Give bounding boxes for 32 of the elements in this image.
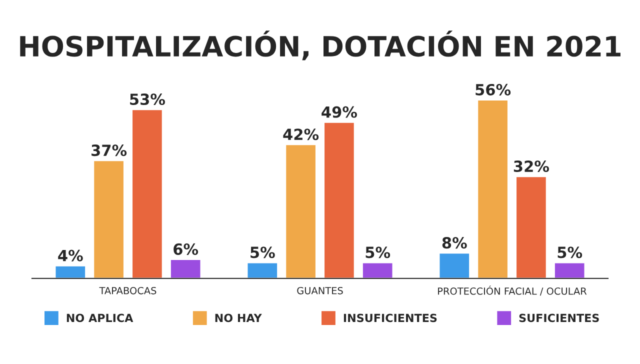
bar — [131, 108, 164, 278]
data-label: 5% — [250, 246, 275, 258]
legend-label: NO HAY — [215, 314, 262, 322]
data-label: 32% — [514, 160, 549, 172]
x-tick-label: TAPABOCAS — [99, 286, 156, 294]
bar — [554, 262, 586, 278]
data-label: 56% — [476, 84, 511, 96]
data-label: 5% — [366, 246, 390, 258]
bar — [246, 262, 278, 278]
data-label: 42% — [283, 128, 319, 140]
x-tick-label: GUANTES — [297, 286, 343, 294]
data-label: 4% — [58, 250, 83, 262]
data-label: 8% — [442, 237, 467, 249]
bar — [515, 176, 548, 278]
bar — [92, 160, 125, 278]
bar — [476, 99, 509, 278]
bar — [323, 121, 356, 278]
bar — [170, 258, 202, 278]
legend-label: SUFICIENTES — [519, 314, 599, 322]
legend-label: NO APLICA — [66, 314, 134, 322]
bar — [362, 262, 394, 278]
data-label: 6% — [174, 243, 198, 255]
chart-title: HOSPITALIZACIÓN, DOTACIÓN EN 2021 — [20, 30, 620, 60]
data-label: 53% — [130, 93, 165, 106]
data-label: 37% — [92, 144, 127, 156]
bar — [54, 265, 86, 278]
legend-label: INSUFICIENTES — [344, 314, 437, 322]
data-label: 49% — [322, 106, 357, 118]
bar — [284, 144, 317, 278]
x-tick-label: PROTECCIÓN FACIAL / OCULAR — [438, 286, 587, 296]
data-label: 5% — [558, 246, 582, 258]
bar — [438, 252, 470, 278]
